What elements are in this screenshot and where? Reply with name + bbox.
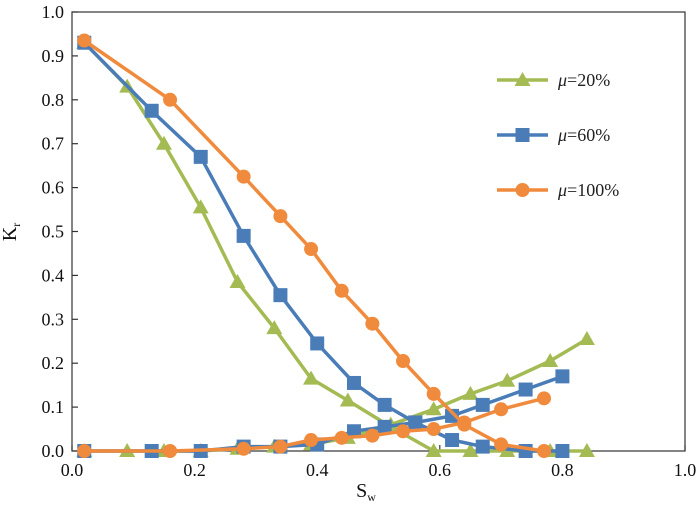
legend-item-3: μ=100% [497, 180, 619, 200]
series-2-point [346, 375, 361, 390]
y-tick-label: 0.6 [42, 178, 65, 198]
series-2-point [144, 103, 159, 118]
series-2-point [475, 397, 490, 412]
series-1-point [155, 135, 172, 150]
legend-marker [515, 128, 530, 142]
series-3-point [236, 169, 251, 184]
x-tick-label: 0.0 [61, 460, 84, 480]
series-1-point [462, 385, 479, 400]
series-3-point [365, 428, 380, 443]
series-layer [76, 33, 595, 458]
legend-label: μ=20% [557, 70, 610, 90]
series-3 [77, 33, 552, 458]
series-3-point [537, 444, 552, 458]
series-1-line-1 [82, 40, 589, 453]
series-1-point [578, 443, 595, 457]
legend-marker [515, 183, 530, 197]
series-3-point [77, 33, 92, 48]
y-tick-label: 0.2 [42, 353, 65, 373]
series-3-point [273, 439, 288, 454]
series-1-point [425, 443, 442, 457]
series-1-point [425, 401, 442, 416]
y-tick-label: 0.5 [42, 222, 65, 242]
y-tick-label: 0.1 [42, 397, 65, 417]
legend-label: μ=100% [557, 180, 619, 200]
x-tick-label: 0.6 [429, 460, 452, 480]
series-1-point [192, 199, 209, 214]
series-2-point [475, 439, 490, 454]
x-tick-label: 0.2 [183, 460, 206, 480]
series-2-point [408, 415, 423, 430]
series-2-point [445, 408, 460, 423]
series-3-point [304, 433, 319, 448]
y-tick-label: 1.0 [42, 2, 65, 22]
series-3-point [396, 424, 411, 439]
series-3-point [494, 402, 509, 417]
series-2-point [555, 369, 570, 384]
series-3-point [426, 386, 441, 401]
legend-marker [514, 72, 531, 86]
series-2-point [310, 336, 325, 351]
series-3-point [304, 242, 319, 257]
series-3-point [334, 430, 349, 445]
legend-item-1: μ=20% [497, 70, 610, 90]
series-1-point [229, 273, 246, 288]
x-axis-title: Sw [356, 480, 376, 504]
series-3-point [494, 437, 509, 452]
series-3-point [426, 422, 441, 437]
series-2-point [346, 424, 361, 439]
series-3-point [163, 92, 178, 107]
x-tick-label: 0.8 [551, 460, 574, 480]
series-2-point [555, 444, 570, 458]
series-2-point [193, 149, 208, 164]
y-axis-title: Kr [0, 223, 23, 241]
legend: μ=20% μ=60% μ=100% [497, 70, 619, 200]
series-2 [77, 35, 570, 458]
y-tick-label: 0.9 [42, 46, 65, 66]
series-1-point [462, 443, 479, 457]
series-2-point [273, 288, 288, 303]
series-3-point [163, 444, 178, 458]
y-tick-label: 0.8 [42, 90, 65, 110]
series-1-point [542, 353, 559, 368]
series-1-point [339, 392, 356, 407]
series-2-point [377, 419, 392, 434]
y-axis: 0.0 0.1 0.2 0.3 0.4 0.5 0.6 0.7 0.8 0.9 1.0 [42, 2, 78, 461]
y-tick-label: 0.7 [42, 134, 65, 154]
series-1-point [578, 331, 595, 346]
series-3-point [396, 354, 411, 369]
series-3-point [273, 209, 288, 224]
legend-label: μ=60% [557, 125, 610, 145]
x-tick-label: 1.0 [674, 460, 697, 480]
y-tick-label: 0.0 [42, 441, 65, 461]
series-3-point [537, 391, 552, 406]
series-3-point [365, 316, 380, 331]
series-3-point [77, 444, 92, 458]
series-2-point [236, 228, 251, 243]
y-tick-label: 0.4 [42, 265, 65, 285]
series-2-point [518, 382, 533, 397]
series-1-point [266, 320, 283, 335]
y-tick-label: 0.3 [42, 309, 65, 329]
legend-item-2: μ=60% [497, 125, 610, 145]
series-3-point [236, 441, 251, 456]
x-tick-label: 0.4 [306, 460, 329, 480]
series-3-point [457, 415, 472, 430]
series-2-point [445, 433, 460, 448]
series-2-point [377, 397, 392, 412]
series-1-point [499, 372, 516, 387]
series-3-point [334, 283, 349, 298]
series-1-point [303, 370, 320, 385]
